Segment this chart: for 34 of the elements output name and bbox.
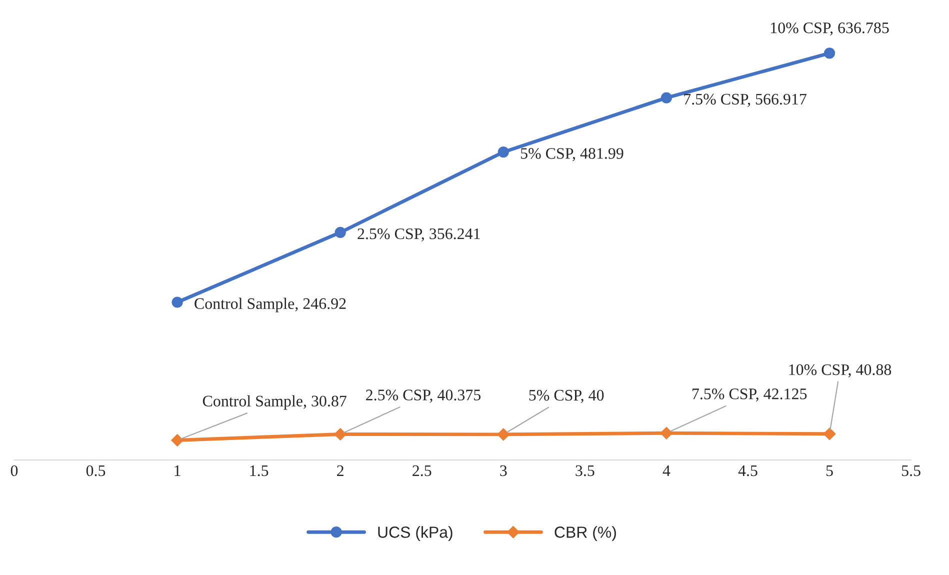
point	[172, 296, 183, 308]
data-label: 5% CSP, 481.99	[520, 148, 624, 162]
x-tick-label: 3.5	[576, 465, 594, 476]
data-label: Control Sample, 246.92	[194, 298, 346, 312]
point	[498, 146, 509, 158]
x-tick-label: 4.5	[738, 465, 758, 476]
x-tick-label: 2	[337, 465, 344, 476]
x-tick-label: 0	[10, 465, 18, 476]
data-label: 10% CSP, 636.785	[771, 22, 889, 36]
point	[660, 426, 673, 440]
data-label: 5% CSP, 40	[529, 390, 604, 403]
x-tick-label: 1	[174, 465, 180, 476]
x-tick-label: 3	[500, 465, 507, 476]
data-label: 2.5% CSP, 356.241	[358, 228, 480, 242]
data-label: Control Sample, 30.87	[202, 395, 346, 410]
x-tick-label: 0.5	[86, 465, 106, 476]
data-label: 2.5% CSP, 40.375	[366, 390, 481, 403]
point	[171, 434, 184, 446]
x-tick-label: 4	[662, 465, 670, 476]
x-tick-label: 2.5	[412, 465, 432, 476]
point	[334, 226, 346, 238]
legend-label: UCS (kPa)	[378, 526, 452, 542]
point	[334, 428, 346, 440]
data-label: 10% CSP, 40.88	[789, 364, 892, 378]
data-label: 7.5% CSP, 566.917	[684, 94, 806, 107]
x-tick-label: 5.5	[902, 465, 920, 476]
point	[824, 48, 836, 59]
legend-label: CBR (%)	[554, 526, 616, 542]
point	[660, 92, 672, 104]
point	[497, 428, 510, 441]
point	[823, 428, 836, 440]
data-label: 7.5% CSP, 42.125	[692, 388, 807, 402]
x-tick-label: 1.5	[250, 465, 268, 476]
x-tick-label: 5	[826, 465, 833, 476]
